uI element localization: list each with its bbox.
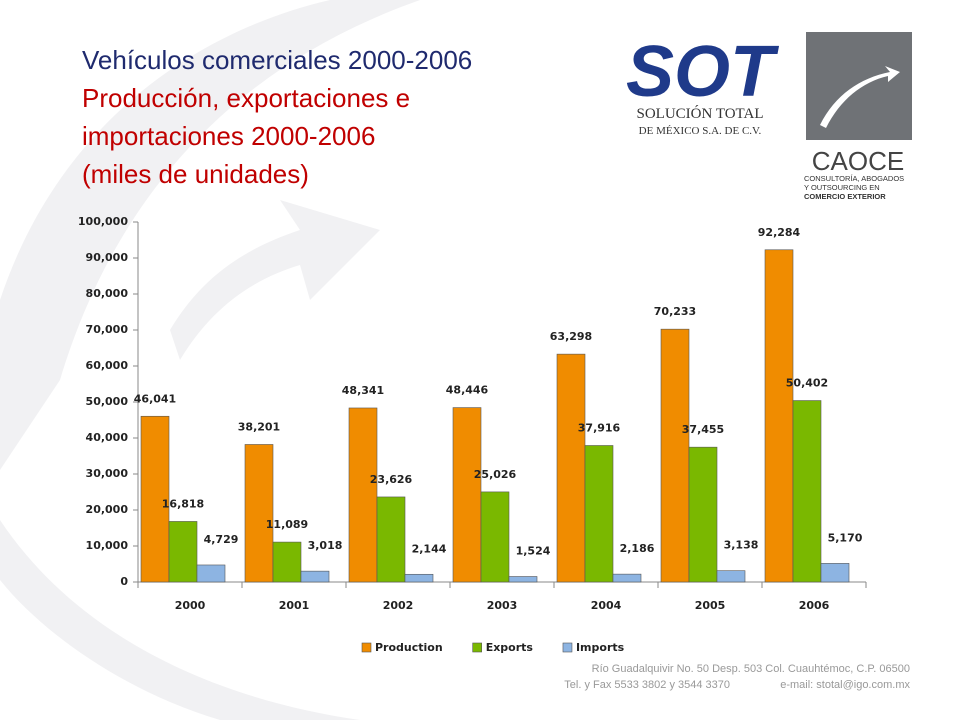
bar: [820, 563, 850, 583]
value-label: 3,018: [308, 539, 343, 552]
footer-address: Río Guadalquivir No. 50 Desp. 503 Col. C…: [592, 663, 910, 675]
footer-phone: Tel. y Fax 5533 3802 y 3544 3370: [564, 679, 730, 691]
background-swoosh: [0, 0, 420, 720]
bar: [272, 541, 302, 583]
value-label: 63,298: [550, 330, 592, 343]
x-tick-label: 2003: [487, 599, 518, 612]
logo-text: COMERCIO EXTERIOR: [804, 192, 886, 201]
bar: [556, 353, 586, 583]
value-label: 37,455: [682, 423, 724, 436]
bar: [480, 491, 510, 583]
slide-subtitle: importaciones 2000-2006: [82, 121, 375, 151]
value-label: 48,446: [446, 384, 489, 397]
x-tick-label: 2005: [695, 599, 726, 612]
value-label: 50,402: [786, 377, 828, 390]
bar: [792, 400, 822, 583]
x-tick-label: 2000: [175, 599, 206, 612]
value-label: 11,089: [266, 518, 308, 531]
value-label: 38,201: [238, 420, 280, 433]
y-tick-label: 80,000: [86, 287, 129, 300]
value-label: 2,186: [620, 542, 655, 555]
bar: [508, 576, 538, 583]
bar: [300, 570, 330, 583]
value-label: 37,916: [578, 422, 621, 435]
logo-mark: SOT: [626, 32, 780, 112]
bar: [716, 570, 746, 583]
x-tick-label: 2002: [383, 599, 414, 612]
y-tick-label: 50,000: [86, 395, 129, 408]
legend-label: Exports: [486, 641, 534, 654]
x-tick-label: 2006: [799, 599, 830, 612]
legend-swatch: [562, 642, 573, 653]
value-label: 23,626: [370, 473, 413, 486]
y-tick-label: 20,000: [86, 503, 129, 516]
bar: [688, 446, 718, 583]
logo-text: Y OUTSOURCING EN: [804, 183, 880, 192]
slide-title: Vehículos comerciales 2000-2006: [82, 45, 472, 75]
footer-email: e-mail: stotal@igo.com.mx: [780, 679, 910, 691]
bar: [168, 521, 198, 583]
logo-arrow: [820, 66, 900, 128]
value-label: 46,041: [134, 392, 176, 405]
value-label: 16,818: [162, 497, 204, 510]
y-tick-label: 30,000: [86, 467, 129, 480]
bar: [764, 249, 794, 583]
legend-label: Production: [375, 641, 443, 654]
bar: [244, 444, 274, 583]
bar: [140, 415, 170, 583]
bar: [452, 407, 482, 583]
y-tick-label: 90,000: [86, 251, 129, 264]
x-tick-label: 2001: [279, 599, 310, 612]
value-label: 70,233: [654, 305, 696, 318]
sot-logo: SOT SOLUCIÓN TOTAL DE MÉXICO S.A. DE C.V…: [626, 32, 780, 137]
y-tick-label: 70,000: [86, 323, 129, 336]
value-label: 48,341: [342, 384, 384, 397]
bar: [584, 445, 614, 583]
slide-subtitle: Producción, exportaciones e: [82, 83, 410, 113]
logo-mark: CAOCE: [812, 146, 904, 176]
value-label: 3,138: [724, 539, 759, 552]
y-tick-label: 10,000: [86, 539, 129, 552]
bar: [196, 564, 226, 583]
slide-subtitle: (miles de unidades): [82, 159, 309, 189]
value-label: 4,729: [204, 533, 239, 546]
bar: [612, 573, 642, 583]
x-tick-label: 2004: [591, 599, 622, 612]
logo-text: CONSULTORÍA, ABOGADOS: [804, 174, 904, 183]
bar: [376, 496, 406, 583]
logo-text: SOLUCIÓN TOTAL: [637, 105, 764, 122]
legend-label: Imports: [576, 641, 625, 654]
caoce-logo: CAOCE CONSULTORÍA, ABOGADOS Y OUTSOURCIN…: [804, 32, 912, 201]
bar: [660, 328, 690, 583]
legend-swatch: [472, 642, 482, 653]
bar: [348, 407, 378, 583]
y-tick-label: 60,000: [86, 359, 129, 372]
bar: [404, 573, 434, 583]
value-label: 1,524: [516, 545, 551, 558]
y-tick-label: 0: [120, 575, 128, 588]
value-label: 2,144: [412, 542, 447, 555]
legend-swatch: [361, 642, 372, 653]
value-label: 25,026: [474, 468, 517, 481]
y-tick-label: 40,000: [86, 431, 129, 444]
value-label: 5,170: [828, 531, 863, 544]
logo-text: DE MÉXICO S.A. DE C.V.: [639, 125, 762, 137]
value-label: 92,284: [758, 226, 801, 239]
y-tick-label: 100,000: [78, 215, 128, 228]
